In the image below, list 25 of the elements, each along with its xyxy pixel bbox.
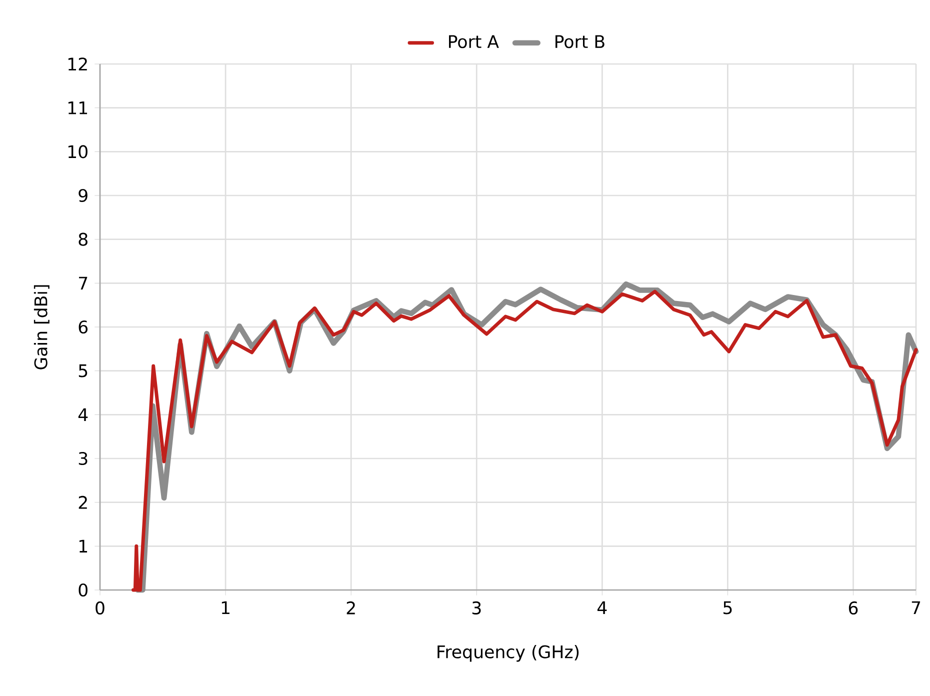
x-tick-label: 7 xyxy=(912,601,920,614)
x-tick-label: 1 xyxy=(222,601,230,614)
y-tick-label: 9 xyxy=(78,188,88,202)
y-tick-label: 8 xyxy=(78,232,88,246)
y-tick-label: 12 xyxy=(68,58,87,70)
y-tick-label: 5 xyxy=(78,364,88,378)
x-tick-label: 6 xyxy=(848,601,858,614)
y-tick-label: 2 xyxy=(78,496,87,509)
x-tick-label: 0 xyxy=(96,601,104,614)
y-axis-title: Gain [dBi] xyxy=(34,285,50,370)
y-tick-label: 10 xyxy=(68,145,88,158)
y-tick-label: 6 xyxy=(78,320,88,334)
y-tick-label: 3 xyxy=(78,452,88,466)
y-tick-label: 7 xyxy=(79,276,88,290)
x-tick-label: 4 xyxy=(597,601,607,614)
x-tick-label: 3 xyxy=(472,601,481,614)
y-tick-label: 11 xyxy=(68,102,88,114)
y-tick-label: 0 xyxy=(78,583,88,597)
legend-label: Port A xyxy=(449,35,499,48)
x-tick-label: 5 xyxy=(724,601,732,614)
y-tick-label: 4 xyxy=(78,408,88,421)
y-tick-label: 1 xyxy=(80,540,88,552)
x-tick-label: 2 xyxy=(346,601,355,614)
legend-label: Port B xyxy=(556,35,604,48)
x-axis-title: Frequency (GHz) xyxy=(438,644,579,662)
